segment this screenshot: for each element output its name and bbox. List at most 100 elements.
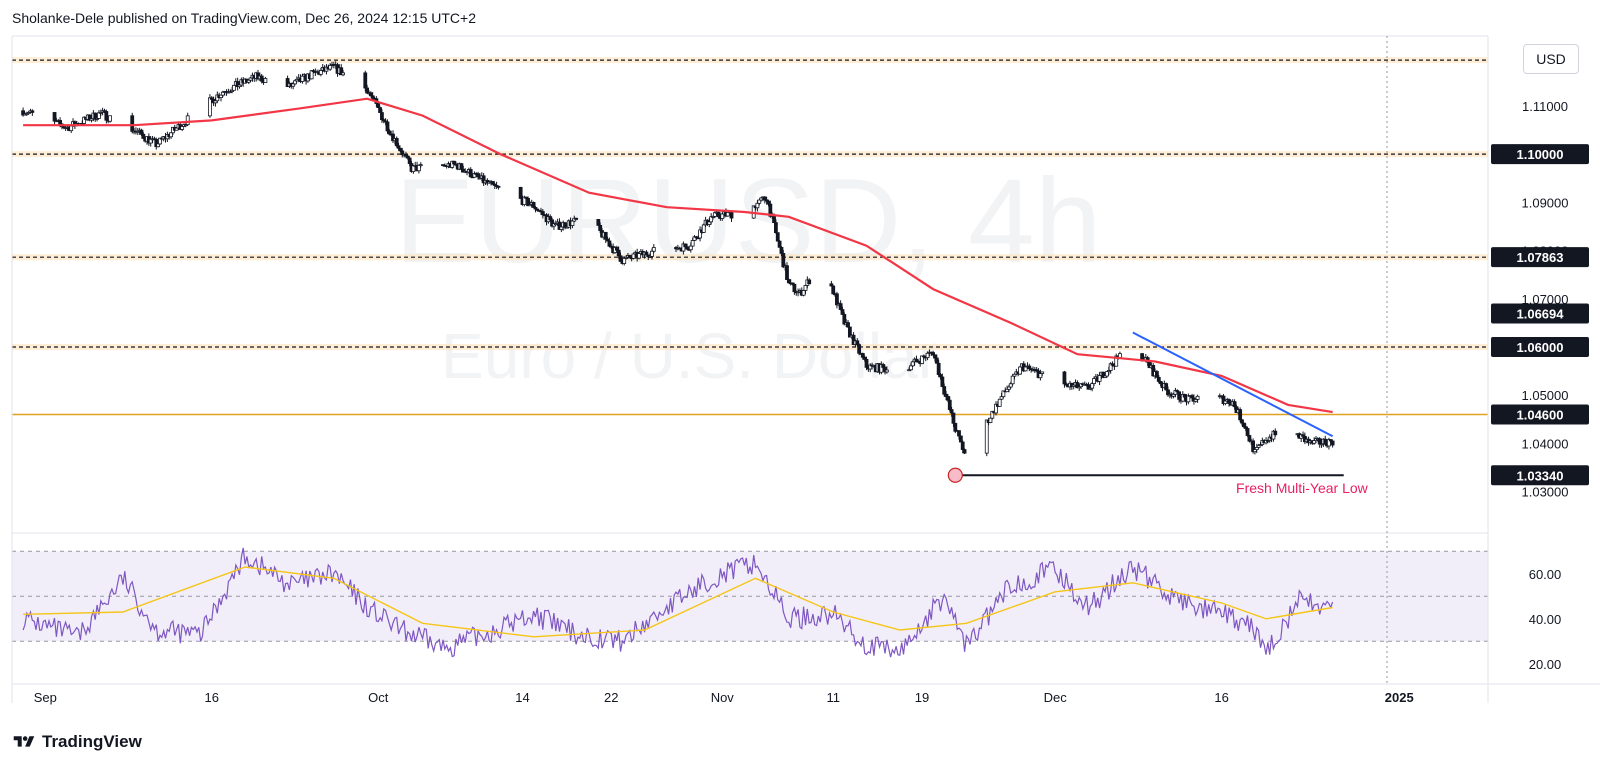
candle-body-159 xyxy=(417,164,421,172)
candle-body-377 xyxy=(962,449,967,454)
candle-body-476 xyxy=(1227,399,1231,404)
candle-body-486 xyxy=(1245,428,1250,436)
currency-button[interactable]: USD xyxy=(1523,44,1579,74)
candle-body-245 xyxy=(637,253,641,259)
time-axis[interactable]: Sep 16 Oct 14 22 Nov 11 19 Dec 16 2025 xyxy=(34,690,1414,705)
candle-body-333 xyxy=(860,353,865,358)
candle-body-249 xyxy=(644,251,649,256)
candle-body-293 xyxy=(766,200,771,205)
candle-body-223 xyxy=(596,219,601,226)
candle-body-269 xyxy=(701,224,706,233)
tradingview-logo[interactable]: TradingView xyxy=(12,732,142,752)
candle-body-432 xyxy=(1105,371,1109,377)
time-tick-label: 22 xyxy=(604,690,618,705)
time-tick-label: 16 xyxy=(1214,690,1228,705)
candle-body-408 xyxy=(1040,371,1045,374)
candle-body-300 xyxy=(779,246,784,254)
candlestick-series xyxy=(21,61,1335,457)
candle-body-15 xyxy=(69,125,74,132)
candle-body-425 xyxy=(1092,378,1096,384)
time-tick-label: Dec xyxy=(1044,690,1068,705)
candle-body-369 xyxy=(947,399,952,410)
candle-body-448 xyxy=(1155,371,1159,378)
price-label-text: 1.06694 xyxy=(1517,307,1565,322)
candle-body-58 xyxy=(169,132,173,138)
candle-body-484 xyxy=(1241,422,1246,428)
candle-body-330 xyxy=(855,340,860,346)
publisher-header: Sholanke-Dele published on TradingView.c… xyxy=(12,10,476,26)
candle-body-51 xyxy=(156,143,161,148)
candle-body-237 xyxy=(622,257,627,264)
candle-body-407 xyxy=(1038,373,1043,379)
candle-body-380 xyxy=(988,417,993,423)
candle-body-98 xyxy=(263,78,268,83)
candle-body-103 xyxy=(293,80,297,85)
candle-body-160 xyxy=(418,164,423,167)
candle-body-192 xyxy=(518,186,523,199)
candle-body-233 xyxy=(614,246,619,251)
candle-body-139 xyxy=(380,112,384,121)
price-label-text: 1.03340 xyxy=(1517,468,1564,483)
time-tick-label: Nov xyxy=(711,690,735,705)
time-tick-label: 2025 xyxy=(1385,690,1414,705)
rsi-tick-label: 20.00 xyxy=(1529,657,1562,672)
price-axis[interactable]: 1.030001.040001.050001.060001.070001.080… xyxy=(1491,99,1589,672)
candle-body-235 xyxy=(618,255,623,262)
candle-body-297 xyxy=(773,222,778,234)
time-tick-label: Oct xyxy=(368,690,389,705)
candle-body-517 xyxy=(1323,438,1328,445)
candle-body-304 xyxy=(786,279,791,284)
candle-body-34 xyxy=(104,111,109,121)
candle-body-224 xyxy=(598,224,603,231)
descending-trendline xyxy=(1132,331,1334,438)
time-tick-label: 16 xyxy=(205,690,219,705)
candle-body-188 xyxy=(491,181,495,185)
candle-body-374 xyxy=(957,430,961,437)
multi-year-low-marker xyxy=(947,467,963,483)
candle-body-68 xyxy=(208,97,212,117)
rsi-pane xyxy=(12,547,1488,658)
candle-body-107 xyxy=(300,75,305,82)
candle-body-344 xyxy=(881,364,886,368)
candle-body-307 xyxy=(792,283,797,293)
candle-body-234 xyxy=(616,249,621,257)
candle-body-335 xyxy=(864,358,869,368)
candle-body-331 xyxy=(857,344,862,354)
price-label-box xyxy=(1491,144,1589,165)
candle-body-396 xyxy=(1018,366,1022,375)
time-tick-label: 19 xyxy=(915,690,929,705)
candle-body-321 xyxy=(838,303,843,310)
price-tick-label: 1.03000 xyxy=(1522,485,1569,500)
candle-body-222 xyxy=(574,217,579,220)
candle-body-319 xyxy=(835,293,839,306)
candle-body-81 xyxy=(232,84,236,91)
candle-body-220 xyxy=(570,220,575,226)
candle-body-216 xyxy=(563,222,567,228)
candle-body-143 xyxy=(387,130,392,135)
candle-body-42 xyxy=(139,129,144,135)
candle-body-370 xyxy=(949,409,954,414)
watermark-symbol: EURUSD, 4h xyxy=(395,154,1102,288)
candle-body-242 xyxy=(631,253,636,259)
candle-body-501 xyxy=(1273,430,1278,436)
candle-body-43 xyxy=(141,133,146,139)
candle-body-365 xyxy=(940,376,945,387)
candle-body-117 xyxy=(318,70,323,75)
candle-body-129 xyxy=(341,72,345,76)
candle-body-361 xyxy=(933,354,937,359)
candle-body-147 xyxy=(394,138,399,147)
candle-body-96 xyxy=(259,75,264,82)
rsi-tick-label: 60.00 xyxy=(1529,567,1562,582)
candle-body-453 xyxy=(1164,383,1169,391)
candle-body-252 xyxy=(650,250,654,257)
time-tick-label: 14 xyxy=(515,690,529,705)
overlay-lines: Fresh Multi-Year Low xyxy=(23,97,1369,496)
candle-body-191 xyxy=(496,185,501,188)
candle-body-67 xyxy=(185,115,190,126)
candle-body-322 xyxy=(840,309,845,315)
candle-body-385 xyxy=(997,398,1002,407)
candle-body-428 xyxy=(1097,375,1102,382)
candle-body-259 xyxy=(683,243,688,248)
candle-body-64 xyxy=(180,126,185,130)
